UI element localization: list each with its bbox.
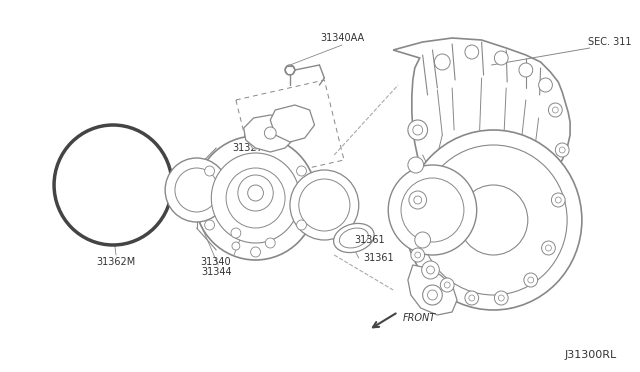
- Circle shape: [469, 295, 475, 301]
- Text: J31300RL: J31300RL: [565, 350, 617, 360]
- Circle shape: [175, 168, 218, 212]
- Circle shape: [251, 247, 260, 257]
- Text: 31340AA: 31340AA: [320, 33, 364, 43]
- Circle shape: [248, 185, 264, 201]
- Circle shape: [465, 291, 479, 305]
- Circle shape: [205, 166, 214, 176]
- Circle shape: [290, 170, 359, 240]
- Circle shape: [556, 143, 569, 157]
- Circle shape: [552, 107, 558, 113]
- Circle shape: [408, 157, 424, 173]
- Polygon shape: [270, 105, 314, 142]
- Circle shape: [211, 153, 300, 243]
- Text: 31362M: 31362M: [97, 257, 136, 267]
- Circle shape: [422, 261, 439, 279]
- Circle shape: [524, 273, 538, 287]
- Circle shape: [459, 185, 528, 255]
- Circle shape: [415, 232, 431, 248]
- Ellipse shape: [339, 228, 368, 248]
- Circle shape: [552, 193, 565, 207]
- Circle shape: [428, 290, 437, 300]
- Circle shape: [296, 220, 307, 230]
- Text: 31344: 31344: [201, 267, 232, 277]
- Text: FRONT: FRONT: [403, 313, 436, 323]
- Circle shape: [559, 147, 565, 153]
- Circle shape: [165, 158, 228, 222]
- Circle shape: [226, 168, 285, 228]
- Circle shape: [499, 295, 504, 301]
- Circle shape: [528, 277, 534, 283]
- Circle shape: [251, 139, 260, 149]
- Text: 31361: 31361: [364, 253, 394, 263]
- Circle shape: [444, 282, 450, 288]
- Circle shape: [388, 165, 477, 255]
- Circle shape: [285, 65, 295, 75]
- Text: 31361: 31361: [354, 235, 385, 245]
- Circle shape: [415, 252, 420, 258]
- Circle shape: [408, 120, 428, 140]
- Circle shape: [414, 196, 422, 204]
- Circle shape: [548, 103, 562, 117]
- Circle shape: [299, 179, 350, 231]
- Circle shape: [541, 241, 556, 255]
- Circle shape: [427, 266, 435, 274]
- Text: 31340: 31340: [200, 257, 231, 267]
- Circle shape: [195, 136, 317, 260]
- Circle shape: [494, 51, 508, 65]
- Circle shape: [422, 285, 442, 305]
- Circle shape: [420, 145, 567, 295]
- Circle shape: [440, 278, 454, 292]
- Circle shape: [401, 178, 464, 242]
- Polygon shape: [408, 265, 457, 315]
- Text: SEC. 311: SEC. 311: [588, 37, 631, 47]
- Circle shape: [519, 63, 532, 77]
- Circle shape: [409, 191, 427, 209]
- Circle shape: [435, 54, 450, 70]
- Polygon shape: [244, 115, 293, 152]
- Circle shape: [465, 45, 479, 59]
- Circle shape: [539, 78, 552, 92]
- Circle shape: [494, 291, 508, 305]
- Circle shape: [205, 220, 214, 230]
- Ellipse shape: [333, 224, 374, 253]
- Circle shape: [231, 228, 241, 238]
- Circle shape: [238, 175, 273, 211]
- Circle shape: [556, 197, 561, 203]
- Circle shape: [232, 242, 240, 250]
- Circle shape: [411, 248, 424, 262]
- Circle shape: [266, 238, 275, 248]
- Circle shape: [296, 166, 307, 176]
- Text: 31327: 31327: [232, 143, 264, 153]
- Circle shape: [413, 125, 422, 135]
- Circle shape: [405, 130, 582, 310]
- Polygon shape: [393, 38, 570, 302]
- Circle shape: [545, 245, 552, 251]
- Circle shape: [54, 125, 172, 245]
- Circle shape: [264, 127, 276, 139]
